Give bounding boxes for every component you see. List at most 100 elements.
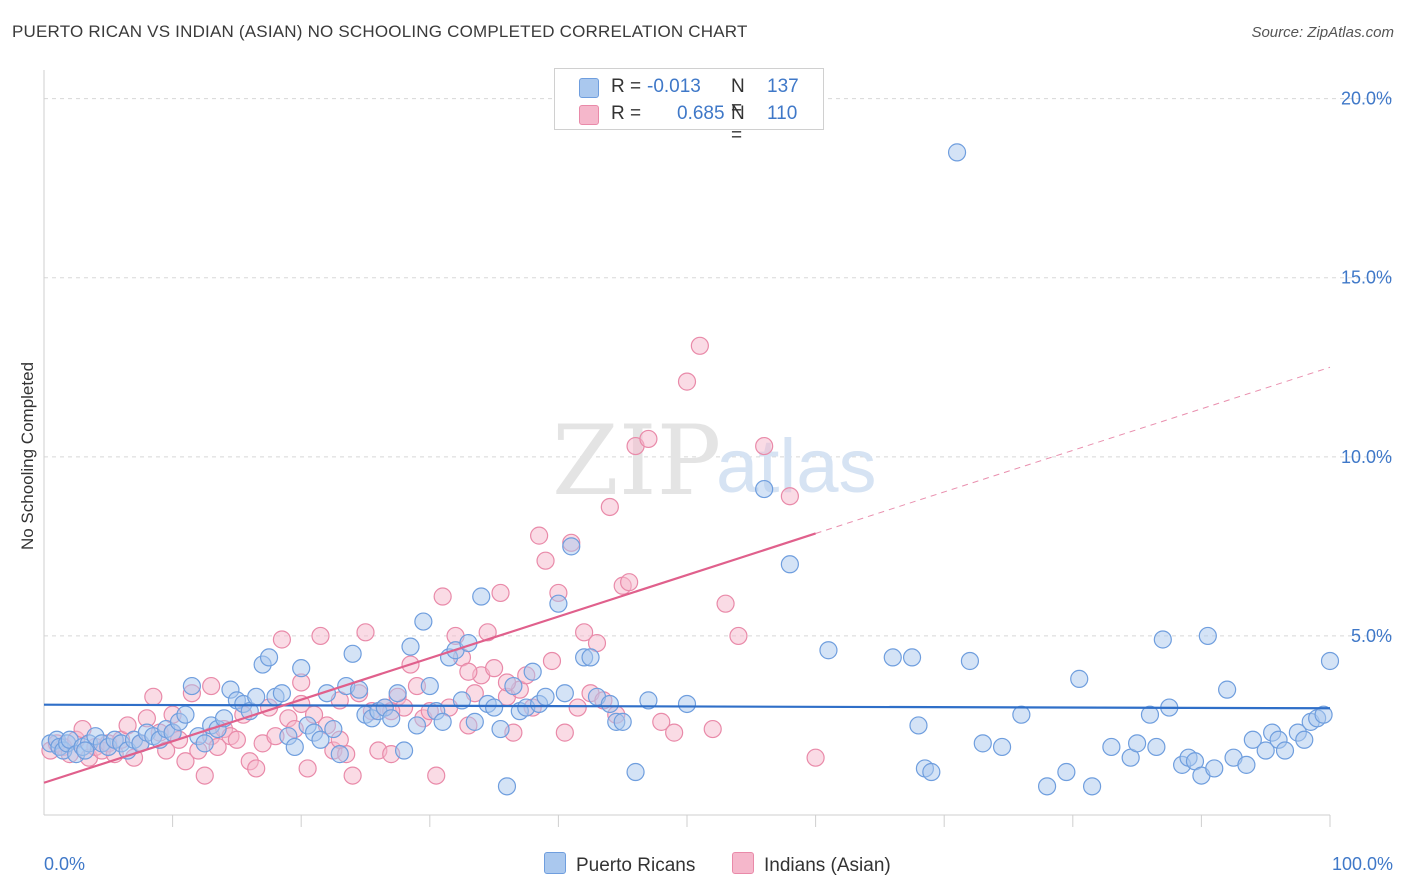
y-tick-label: 15.0% <box>1341 268 1392 288</box>
puerto-rican-point <box>1057 762 1076 782</box>
puerto-rican-point <box>1140 705 1160 724</box>
puerto-rican-point <box>536 687 555 706</box>
puerto-rican-point <box>562 537 581 556</box>
points-layer <box>41 143 1340 796</box>
puerto-rican-point <box>382 709 401 728</box>
puerto-rican-point <box>639 691 658 710</box>
legend-item-puerto-ricans: Puerto Ricans <box>544 852 695 877</box>
puerto-rican-trend-line <box>43 703 1331 710</box>
indian-asian-point <box>144 687 163 706</box>
puerto-rican-point <box>414 612 433 631</box>
indian-asian-point <box>690 336 709 355</box>
watermark-zip: ZIP <box>552 405 721 517</box>
trend-layer <box>43 366 1331 784</box>
indian-asian-point <box>806 748 825 767</box>
indian-asian-point <box>247 759 266 778</box>
puerto-rican-point <box>433 712 452 731</box>
puerto-rican-point <box>504 676 523 696</box>
puerto-rican-point <box>343 644 362 663</box>
y-tick-label: 20.0% <box>1341 89 1392 109</box>
indian-asian-point <box>272 630 292 649</box>
puerto-rican-point <box>292 659 311 678</box>
puerto-rican-point <box>581 648 600 667</box>
r-value: -0.013 <box>647 76 701 97</box>
indian-asian-point <box>652 712 671 731</box>
puerto-rican-point <box>491 719 510 739</box>
puerto-rican-point <box>330 745 349 764</box>
puerto-rican-point <box>272 684 292 703</box>
puerto-rican-point <box>1102 737 1121 757</box>
legend-label: Indians (Asian) <box>764 855 891 876</box>
indian-asian-point <box>639 429 658 449</box>
indian-asian-point <box>755 436 774 456</box>
puerto-rican-point <box>388 684 407 703</box>
r-label: R = <box>611 103 642 124</box>
puerto-rican-point <box>401 637 420 656</box>
puerto-rican-point <box>992 737 1012 757</box>
indian-asian-point <box>298 759 317 778</box>
puerto-rican-point <box>182 676 201 696</box>
puerto-rican-point <box>1320 651 1340 671</box>
indian-asian-point <box>202 676 221 696</box>
indian-asian-point <box>343 766 362 785</box>
puerto-rican-point <box>394 741 414 760</box>
indian-asian-point <box>677 372 697 391</box>
indian-asian-point <box>195 766 214 785</box>
puerto-rican-point <box>1243 730 1262 749</box>
puerto-rican-point <box>1147 737 1166 757</box>
puerto-rican-point <box>523 662 542 681</box>
puerto-rican-point <box>947 143 967 162</box>
puerto-rican-point <box>909 716 928 735</box>
puerto-rican-point <box>677 694 697 714</box>
puerto-rican-point <box>407 716 427 735</box>
puerto-rican-point <box>465 712 484 731</box>
puerto-rican-point <box>259 648 279 667</box>
blue-swatch <box>544 852 566 874</box>
puerto-rican-point <box>626 762 645 782</box>
puerto-rican-point <box>600 694 619 714</box>
puerto-rican-point <box>819 641 838 660</box>
indian-asian-point <box>568 698 587 717</box>
indian-asian-point <box>311 626 330 646</box>
puerto-rican-point <box>497 777 517 796</box>
puerto-rican-point <box>1070 669 1089 688</box>
puerto-rican-point <box>176 705 195 724</box>
indian-asian-point <box>716 594 735 613</box>
y-tick-label: 10.0% <box>1341 447 1392 467</box>
puerto-rican-point <box>1237 755 1256 774</box>
puerto-rican-point <box>485 698 504 717</box>
puerto-rican-point <box>780 555 799 574</box>
indian-asian-point <box>703 719 722 739</box>
puerto-rican-point <box>549 594 568 613</box>
indian-asian-point <box>491 583 510 603</box>
n-value: 137 <box>767 76 799 97</box>
x-tick-label: 100.0% <box>1332 854 1393 874</box>
indian-asian-point <box>575 623 594 642</box>
n-label: N = <box>731 103 745 146</box>
n-value: 110 <box>767 103 798 124</box>
puerto-rican-point <box>960 651 980 671</box>
indian-asian-point <box>600 497 619 517</box>
puerto-rican-point <box>420 676 439 696</box>
puerto-rican-point <box>452 691 472 710</box>
axis-layer <box>43 70 1331 827</box>
legend-label: Puerto Ricans <box>576 855 696 876</box>
indian-asian-point <box>536 551 555 570</box>
puerto-rican-point <box>1275 741 1295 760</box>
puerto-rican-point <box>555 684 574 703</box>
indian-asian-point <box>433 587 452 606</box>
indian-asian-point <box>665 723 684 742</box>
puerto-rican-point <box>324 719 343 739</box>
indian-asian-point <box>555 723 574 742</box>
indian-asian-point <box>176 752 195 771</box>
puerto-rican-point <box>472 587 491 606</box>
indian-asian-point <box>485 659 504 678</box>
indian-asian-point <box>356 623 375 642</box>
puerto-rican-point <box>1082 777 1102 796</box>
puerto-rican-point <box>1205 759 1224 778</box>
puerto-rican-point <box>285 737 304 757</box>
puerto-rican-point <box>1153 630 1172 649</box>
x-tick-label: 0.0% <box>44 854 85 874</box>
puerto-rican-point <box>1198 626 1217 646</box>
puerto-rican-point <box>1314 705 1333 724</box>
